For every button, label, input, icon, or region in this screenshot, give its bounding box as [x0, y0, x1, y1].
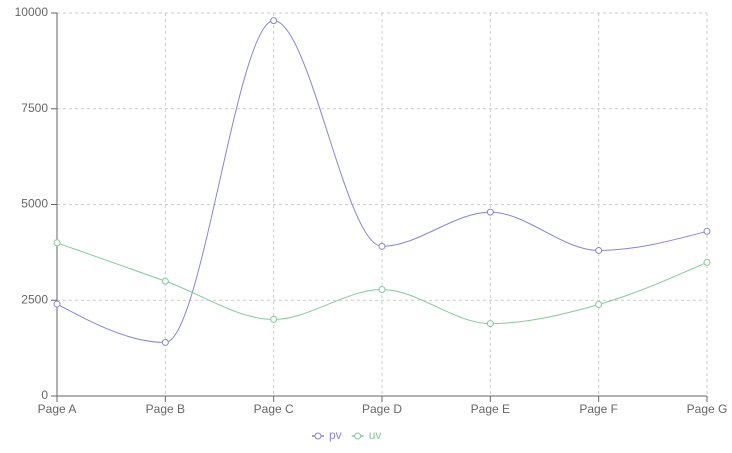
line: [56, 20, 708, 343]
dot: [703, 258, 711, 266]
x-tick-label: Page F: [579, 402, 618, 416]
x-tick-label: Page D: [362, 402, 402, 416]
dot: [270, 315, 278, 323]
dot: [378, 286, 386, 294]
dot: [161, 338, 169, 346]
dot: [53, 300, 61, 308]
x-tick-label: Page E: [471, 402, 510, 416]
legend-item[interactable]: pv: [312, 428, 342, 442]
legend-label: pv: [329, 428, 342, 442]
y-tick-label: 0: [41, 388, 48, 402]
y-tick-label: 10000: [15, 5, 49, 19]
dot: [486, 320, 494, 328]
x-tick-label: Page B: [146, 402, 185, 416]
dot: [595, 246, 603, 254]
x-tick-label: Page A: [38, 402, 77, 416]
legend-item[interactable]: uv: [351, 428, 382, 442]
dot: [595, 300, 603, 308]
y-tick-label: 5000: [21, 197, 48, 211]
x-tick-label: Page C: [254, 402, 294, 416]
y-tick-label: 7500: [21, 101, 48, 115]
dot: [486, 208, 494, 216]
x-tick-label: Page G: [687, 402, 728, 416]
legend-icon: [354, 432, 362, 440]
dot: [270, 17, 278, 25]
dot: [161, 277, 169, 285]
dot: [703, 227, 711, 235]
legend-icon: [314, 432, 322, 440]
legend-label: uv: [369, 428, 382, 442]
dot: [378, 242, 386, 250]
legend: pv uv: [312, 428, 381, 442]
y-tick-label: 2500: [21, 292, 48, 306]
dot: [53, 239, 61, 247]
